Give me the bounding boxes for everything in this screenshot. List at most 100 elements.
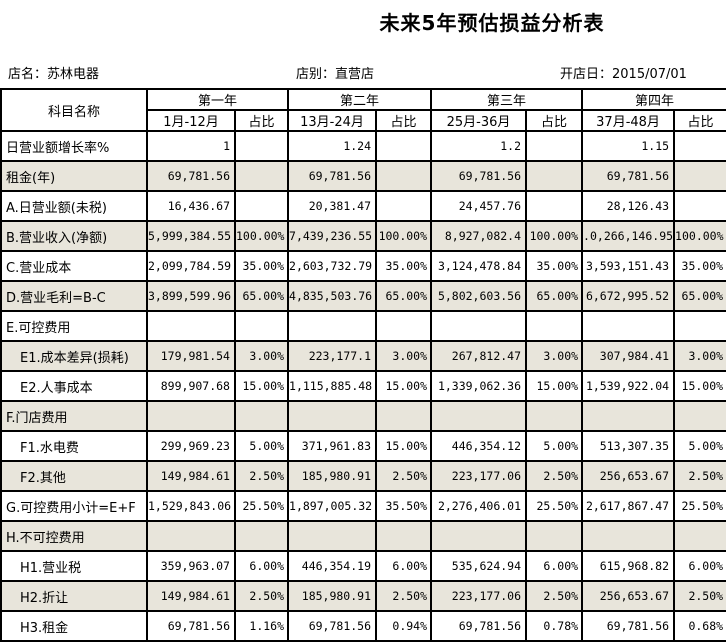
cell-value xyxy=(146,310,236,342)
cell-value: 371,961.83 xyxy=(287,430,378,462)
row-label: G.可控费用小计=E+F xyxy=(0,490,148,522)
cell-value: 2,603,732.79 xyxy=(287,250,378,282)
table-row: E.可控费用 xyxy=(0,310,726,342)
cell-pct xyxy=(234,130,290,162)
cell-pct: 2.50% xyxy=(525,580,584,612)
col-header-months-3: 25月-36月 xyxy=(430,109,528,132)
cell-value: 69,781.56 xyxy=(287,160,378,192)
cell-value: 1 xyxy=(146,130,236,162)
cell-value: 3,124,478.84 xyxy=(430,250,528,282)
cell-value xyxy=(430,400,528,432)
table-row: A.日营业额(未税) 16,436.67 20,381.47 24,457.76… xyxy=(0,190,726,222)
cell-value: 223,177.1 xyxy=(287,340,378,372)
cell-pct: 2.50% xyxy=(234,580,290,612)
cell-value: 20,381.47 xyxy=(287,190,378,222)
cell-value xyxy=(287,400,378,432)
cell-pct: 2.50% xyxy=(375,580,433,612)
cell-value: 69,781.56 xyxy=(287,610,378,642)
cell-value xyxy=(287,520,378,552)
row-label: E2.人事成本 xyxy=(0,370,148,402)
cell-pct xyxy=(375,130,433,162)
col-header-year-3: 第三年 xyxy=(430,88,584,111)
cell-pct: 15.00% xyxy=(234,370,290,402)
row-label: C.营业成本 xyxy=(0,250,148,282)
cell-value: 223,177.06 xyxy=(430,580,528,612)
cell-pct: 65.00% xyxy=(234,280,290,312)
cell-pct xyxy=(375,400,433,432)
cell-pct: 3.00% xyxy=(234,340,290,372)
cell-pct: 65.00% xyxy=(525,280,584,312)
cell-value: 2,617,867.47 xyxy=(581,490,676,522)
cell-value: 69,781.56 xyxy=(581,160,676,192)
cell-value: 3,899,599.96 xyxy=(146,280,236,312)
cell-value: 149,984.61 xyxy=(146,460,236,492)
cell-value: 535,624.94 xyxy=(430,550,528,582)
cell-value: 256,653.67 xyxy=(581,460,676,492)
cell-pct xyxy=(673,130,726,162)
cell-value xyxy=(581,400,676,432)
cell-pct xyxy=(673,190,726,222)
cell-value: 69,781.56 xyxy=(146,160,236,192)
cell-value xyxy=(430,520,528,552)
cell-pct xyxy=(234,160,290,192)
cell-pct: 5.00% xyxy=(525,430,584,462)
cell-pct: 6.00% xyxy=(525,550,584,582)
cell-pct xyxy=(375,160,433,192)
cell-pct xyxy=(525,130,584,162)
col-header-months-2: 13月-24月 xyxy=(287,109,378,132)
cell-value: 1,539,922.04 xyxy=(581,370,676,402)
table-row: E1.成本差异(损耗) 179,981.54 3.00% 223,177.1 3… xyxy=(0,340,726,372)
page-title: 未来5年预估损益分析表 xyxy=(379,11,605,35)
row-label: D.营业毛利=B-C xyxy=(0,280,148,312)
cell-pct: 6.00% xyxy=(673,550,726,582)
cell-pct xyxy=(525,520,584,552)
cell-pct: 65.00% xyxy=(375,280,433,312)
cell-pct xyxy=(375,310,433,342)
store-name-label: 店名：苏林电器 xyxy=(8,67,100,82)
cell-value: 149,984.61 xyxy=(146,580,236,612)
table-row: H3.租金 69,781.56 1.16% 69,781.56 0.94% 69… xyxy=(0,610,726,642)
cell-value: 5,802,603.56 xyxy=(430,280,528,312)
header-row-years: 科目名称 第一年 第二年 第三年 第四年 xyxy=(0,88,726,132)
cell-value: 5,999,384.55 xyxy=(146,220,236,252)
cell-pct: 0.78% xyxy=(525,610,584,642)
table-row: D.营业毛利=B-C 3,899,599.96 65.00% 4,835,503… xyxy=(0,280,726,312)
col-header-pct-1: 占比 xyxy=(234,109,290,132)
cell-pct: 65.00% xyxy=(673,280,726,312)
cell-value xyxy=(146,400,236,432)
cell-pct: 15.00% xyxy=(375,430,433,462)
cell-value: 1,529,843.06 xyxy=(146,490,236,522)
cell-pct: 15.00% xyxy=(673,370,726,402)
cell-pct: 5.00% xyxy=(234,430,290,462)
row-label: F1.水电费 xyxy=(0,430,148,462)
cell-value: 2,276,406.01 xyxy=(430,490,528,522)
cell-pct: 100.00% xyxy=(525,220,584,252)
cell-pct: 35.00% xyxy=(234,250,290,282)
cell-value: 7,439,236.55 xyxy=(287,220,378,252)
cell-value: 256,653.67 xyxy=(581,580,676,612)
cell-pct xyxy=(234,520,290,552)
cell-value: 446,354.12 xyxy=(430,430,528,462)
cell-pct: 3.00% xyxy=(375,340,433,372)
cell-value: 223,177.06 xyxy=(430,460,528,492)
cell-pct: 100.00% xyxy=(234,220,290,252)
cell-value: 513,307.35 xyxy=(581,430,676,462)
col-header-pct-3: 占比 xyxy=(525,109,584,132)
store-type-label: 店别：直营店 xyxy=(296,67,375,82)
cell-pct xyxy=(673,310,726,342)
cell-value: 1.15 xyxy=(581,130,676,162)
cell-value: 185,980.91 xyxy=(287,580,378,612)
cell-pct: 100.00% xyxy=(375,220,433,252)
cell-value: 446,354.19 xyxy=(287,550,378,582)
cell-pct: 2.50% xyxy=(525,460,584,492)
cell-pct: 6.00% xyxy=(234,550,290,582)
cell-pct: 3.00% xyxy=(673,340,726,372)
col-header-year-4: 第四年 xyxy=(581,88,726,111)
cell-value xyxy=(430,310,528,342)
cell-pct xyxy=(234,190,290,222)
cell-value: 1,897,005.32 xyxy=(287,490,378,522)
table-row: H1.营业税 359,963.07 6.00% 446,354.19 6.00%… xyxy=(0,550,726,582)
cell-value: 16,436.67 xyxy=(146,190,236,222)
row-label: H.不可控费用 xyxy=(0,520,148,552)
row-label: E.可控费用 xyxy=(0,310,148,342)
